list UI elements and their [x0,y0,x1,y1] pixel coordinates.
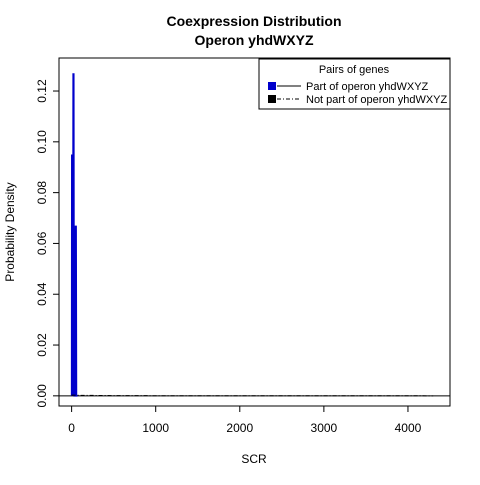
plot-area [58,57,451,407]
y-axis: 0.00 0.02 0.04 0.06 0.08 0.10 0.12 [35,79,59,408]
legend: Pairs of genes Part of operon yhdWXYZ No… [258,58,451,110]
x-tick-label: 3000 [311,421,338,435]
plot-frame [58,57,451,407]
legend-entry-part-of-operon: Part of operon yhdWXYZ [306,81,429,93]
x-tick-label: 2000 [226,421,253,435]
legend-title: Pairs of genes [319,64,390,76]
legend-entry-not-part-of-operon: Not part of operon yhdWXYZ [306,94,448,106]
legend-swatch-part-of-operon [268,82,276,90]
y-tick-label: 0.04 [35,282,49,306]
y-tick-label: 0.06 [35,231,49,255]
x-tick-label: 0 [68,421,75,435]
x-tick-label: 1000 [142,421,169,435]
legend-swatch-not-part-of-operon [268,95,276,103]
y-tick-label: 0.00 [35,384,49,408]
legend-box [258,58,451,110]
series-line-part-of-operon [70,73,78,397]
y-axis-label: Probability Density [3,182,17,281]
chart-title-line-2: Operon yhdWXYZ [195,32,314,48]
chart-title-line-1: Coexpression Distribution [166,13,341,29]
series-line-not-part-of-operon [71,394,434,397]
y-tick-label: 0.08 [35,181,49,205]
y-tick-label: 0.10 [35,130,49,154]
y-tick-label: 0.02 [35,333,49,357]
y-tick-label: 0.12 [35,79,49,103]
x-tick-label: 4000 [395,421,422,435]
x-axis-label: SCR [241,452,267,466]
x-axis: 0 1000 2000 3000 4000 [68,406,422,435]
